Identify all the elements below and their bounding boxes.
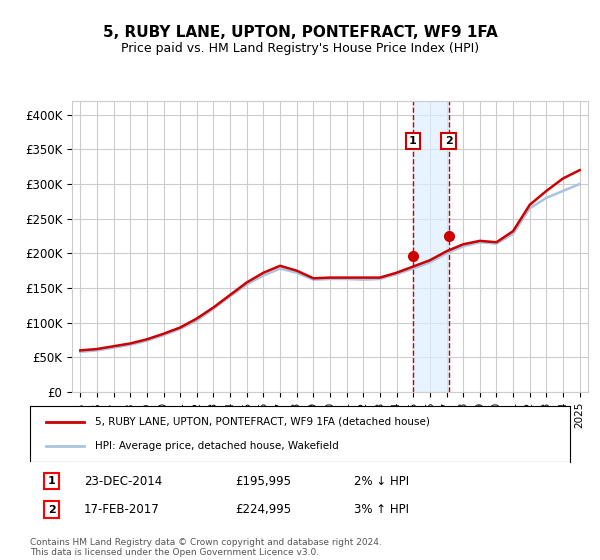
Text: 1: 1 [409,136,416,146]
Text: Price paid vs. HM Land Registry's House Price Index (HPI): Price paid vs. HM Land Registry's House … [121,42,479,55]
Bar [413,101,449,392]
Text: 5, RUBY LANE, UPTON, PONTEFRACT, WF9 1FA: 5, RUBY LANE, UPTON, PONTEFRACT, WF9 1FA [103,25,497,40]
Text: 2: 2 [445,136,452,146]
Text: 3% ↑ HPI: 3% ↑ HPI [354,503,409,516]
Text: 2% ↓ HPI: 2% ↓ HPI [354,474,409,488]
Text: 5, RUBY LANE, UPTON, PONTEFRACT, WF9 1FA (detached house): 5, RUBY LANE, UPTON, PONTEFRACT, WF9 1FA… [95,417,430,427]
Text: 1: 1 [48,476,55,486]
Text: £224,995: £224,995 [235,503,292,516]
Text: HPI: Average price, detached house, Wakefield: HPI: Average price, detached house, Wake… [95,441,338,451]
Text: £195,995: £195,995 [235,474,291,488]
Text: 2: 2 [48,505,55,515]
Text: 17-FEB-2017: 17-FEB-2017 [84,503,160,516]
Text: 23-DEC-2014: 23-DEC-2014 [84,474,162,488]
Text: Contains HM Land Registry data © Crown copyright and database right 2024.
This d: Contains HM Land Registry data © Crown c… [30,538,382,557]
